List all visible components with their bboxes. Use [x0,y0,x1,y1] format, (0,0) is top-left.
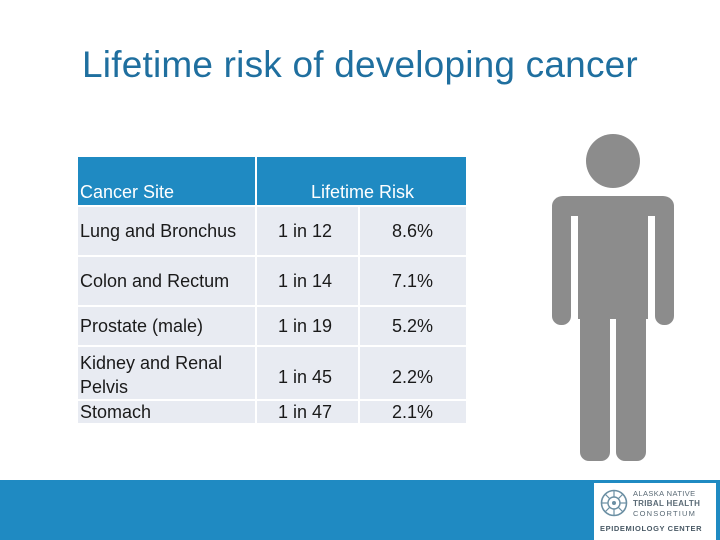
header-lifetime-risk: Lifetime Risk [255,157,466,205]
cell-risk-ratio: 1 in 14 [255,255,358,305]
logo-text-line1: ALASKA NATIVE [633,489,696,498]
table-row: Prostate (male) 1 in 19 5.2% [78,305,466,345]
cell-cancer-site-line1: Kidney and Renal [80,353,223,373]
cell-risk-ratio: 1 in 12 [255,205,358,255]
cell-risk-ratio: 1 in 19 [255,305,358,345]
logo-text-line3: CONSORTIUM [633,509,697,518]
table-row: Stomach 1 in 47 2.1% [78,399,466,423]
anthc-logo: ALASKA NATIVE TRIBAL HEALTH CONSORTIUM E… [594,483,716,540]
cell-risk-percent: 2.2% [358,345,466,399]
cell-cancer-site-line2: Pelvis [80,377,129,397]
table-row: Lung and Bronchus 1 in 12 8.6% [78,205,466,255]
cell-cancer-site: Colon and Rectum [78,255,255,305]
cell-risk-ratio: 1 in 45 [255,345,358,399]
table-row: Kidney and Renal Pelvis 1 in 45 2.2% [78,345,466,399]
tribal-health-seal-icon [600,489,628,517]
male-person-icon [552,134,674,461]
header-cancer-site: Cancer Site [78,157,255,205]
cell-cancer-site: Stomach [78,399,255,423]
table-row: Colon and Rectum 1 in 14 7.1% [78,255,466,305]
cell-risk-percent: 7.1% [358,255,466,305]
slide-title: Lifetime risk of developing cancer [82,44,638,85]
cell-risk-percent: 5.2% [358,305,466,345]
cell-cancer-site: Kidney and Renal Pelvis [78,345,255,399]
lifetime-risk-table: Cancer Site Lifetime Risk Lung and Bronc… [78,157,466,423]
cell-risk-percent: 2.1% [358,399,466,423]
logo-text-line2: TRIBAL HEALTH [633,499,701,508]
cell-risk-ratio: 1 in 47 [255,399,358,423]
cell-risk-percent: 8.6% [358,205,466,255]
cell-cancer-site: Prostate (male) [78,305,255,345]
cell-cancer-site: Lung and Bronchus [78,205,255,255]
table-header-row: Cancer Site Lifetime Risk [78,157,466,205]
logo-epidemiology-center: EPIDEMIOLOGY CENTER [600,524,703,533]
